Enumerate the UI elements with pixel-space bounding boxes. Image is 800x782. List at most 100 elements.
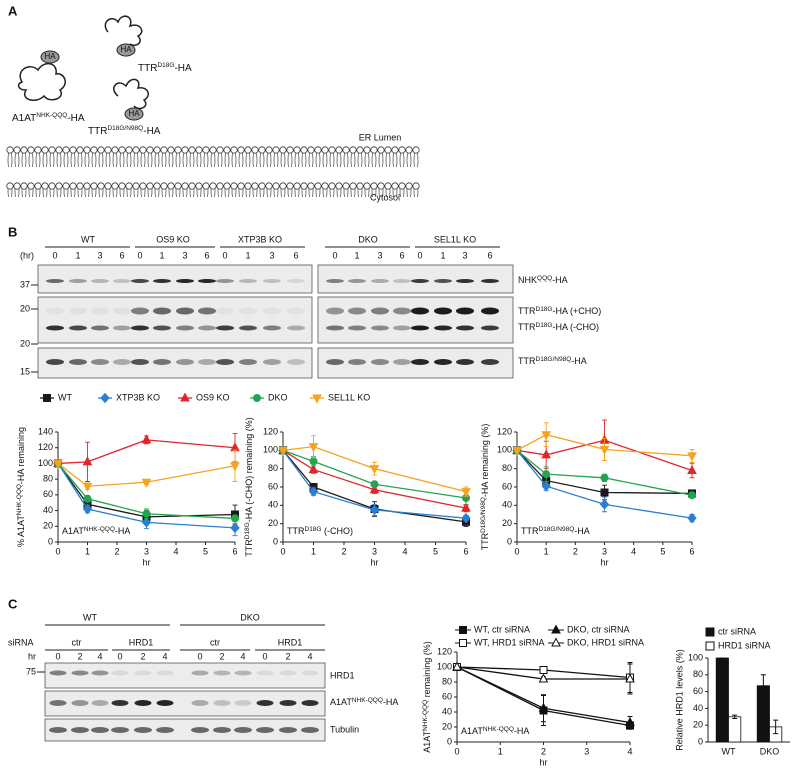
lipid-head bbox=[363, 146, 371, 154]
lipid-head bbox=[349, 146, 357, 154]
band bbox=[213, 727, 231, 733]
b-blot bbox=[37, 264, 313, 294]
lipid-tail bbox=[308, 152, 314, 168]
group-label: DKO bbox=[358, 234, 378, 244]
band bbox=[156, 670, 174, 676]
lipid-head bbox=[328, 146, 336, 154]
band bbox=[456, 359, 474, 365]
band bbox=[371, 325, 389, 331]
treatment-label: HRD1 bbox=[129, 637, 154, 647]
band bbox=[456, 325, 474, 331]
y-tick-label: 20 bbox=[693, 720, 703, 730]
band bbox=[134, 670, 152, 676]
marker bbox=[539, 666, 548, 674]
inner-label: A1ATNHK-QQQ-HA bbox=[62, 526, 130, 537]
lipid-tail bbox=[91, 152, 97, 168]
protein-label: TTRD18G/N98Q-HA bbox=[88, 125, 161, 137]
band bbox=[256, 670, 274, 676]
lipid-head bbox=[391, 182, 399, 190]
lipid-tail bbox=[21, 152, 27, 168]
marker bbox=[142, 509, 151, 518]
y-tick-label: 100 bbox=[688, 652, 703, 662]
band bbox=[46, 307, 64, 315]
band bbox=[49, 700, 67, 706]
lipid-tail bbox=[119, 152, 125, 168]
lipid-head bbox=[412, 146, 420, 154]
lipid-head bbox=[125, 182, 133, 190]
hr-label: (hr) bbox=[20, 250, 34, 260]
y-tick-label: 0 bbox=[447, 736, 452, 746]
lipid-head bbox=[370, 146, 378, 154]
lipid-tail bbox=[259, 152, 265, 168]
b-blot bbox=[37, 296, 313, 344]
band bbox=[91, 279, 109, 283]
lipid-head bbox=[279, 146, 287, 154]
band bbox=[131, 359, 149, 365]
marker bbox=[687, 512, 697, 524]
band bbox=[69, 325, 87, 331]
band bbox=[256, 727, 274, 733]
time-label: 4 bbox=[162, 651, 167, 661]
band bbox=[434, 325, 452, 331]
band bbox=[198, 279, 216, 283]
marker bbox=[141, 434, 152, 444]
legend-marker bbox=[551, 637, 561, 647]
inner-label-part: TTR bbox=[521, 526, 539, 536]
lipid-tail bbox=[98, 152, 104, 168]
band bbox=[393, 359, 411, 365]
lipid-head bbox=[230, 146, 238, 154]
lipid-head bbox=[377, 146, 385, 154]
lipid-tail bbox=[238, 152, 244, 168]
membrane bbox=[6, 146, 420, 198]
band bbox=[71, 700, 89, 706]
y-tick-label: 20 bbox=[268, 518, 278, 528]
lipid-head bbox=[398, 182, 406, 190]
legend-label: DKO, ctr siRNA bbox=[567, 624, 630, 634]
band bbox=[326, 325, 344, 331]
y-axis-label-part: D18G bbox=[244, 522, 251, 539]
y-axis-label-part: -HA remaining (%) bbox=[480, 424, 490, 498]
lipid-head bbox=[104, 146, 112, 154]
band bbox=[216, 279, 234, 283]
lipid-head bbox=[90, 182, 98, 190]
band bbox=[49, 727, 67, 733]
series-line bbox=[516, 449, 693, 495]
lipid-head bbox=[76, 146, 84, 154]
lipid-head bbox=[244, 146, 252, 154]
band bbox=[191, 670, 209, 676]
time-label: 4 bbox=[307, 651, 312, 661]
genotype-label: WT bbox=[83, 612, 97, 622]
treatment-label: HRD1 bbox=[278, 637, 303, 647]
band bbox=[481, 325, 499, 331]
band bbox=[256, 700, 274, 706]
lipid-head bbox=[405, 146, 413, 154]
x-tick-label: 0 bbox=[280, 546, 285, 556]
band bbox=[287, 307, 305, 315]
lipid-head bbox=[223, 146, 231, 154]
band bbox=[279, 670, 297, 676]
y-tick-label: 40 bbox=[442, 706, 452, 716]
lipid-tail bbox=[147, 152, 153, 168]
lipid-head bbox=[55, 182, 63, 190]
band bbox=[176, 325, 194, 331]
y-tick-label: 100 bbox=[437, 661, 452, 671]
lipid-tail bbox=[70, 152, 76, 168]
lipid-head bbox=[55, 146, 63, 154]
lipid-head bbox=[20, 182, 28, 190]
lipid-head bbox=[314, 182, 322, 190]
y-axis-label-part: % A1AT bbox=[16, 515, 26, 547]
lipid-head bbox=[328, 182, 336, 190]
lipid-head bbox=[6, 146, 14, 154]
ttr-mut-shape bbox=[113, 78, 149, 110]
row-label-part: D18G bbox=[536, 322, 553, 329]
band bbox=[216, 359, 234, 365]
inner-label-part: D18G/N98Q bbox=[539, 526, 575, 533]
x-tick-label: 3 bbox=[144, 546, 149, 556]
time-label: 0 bbox=[417, 250, 422, 260]
band bbox=[263, 325, 281, 331]
marker bbox=[538, 702, 549, 712]
lipid-tail bbox=[105, 152, 111, 168]
marker bbox=[309, 457, 318, 466]
marker bbox=[541, 480, 551, 492]
lipid-head bbox=[258, 146, 266, 154]
